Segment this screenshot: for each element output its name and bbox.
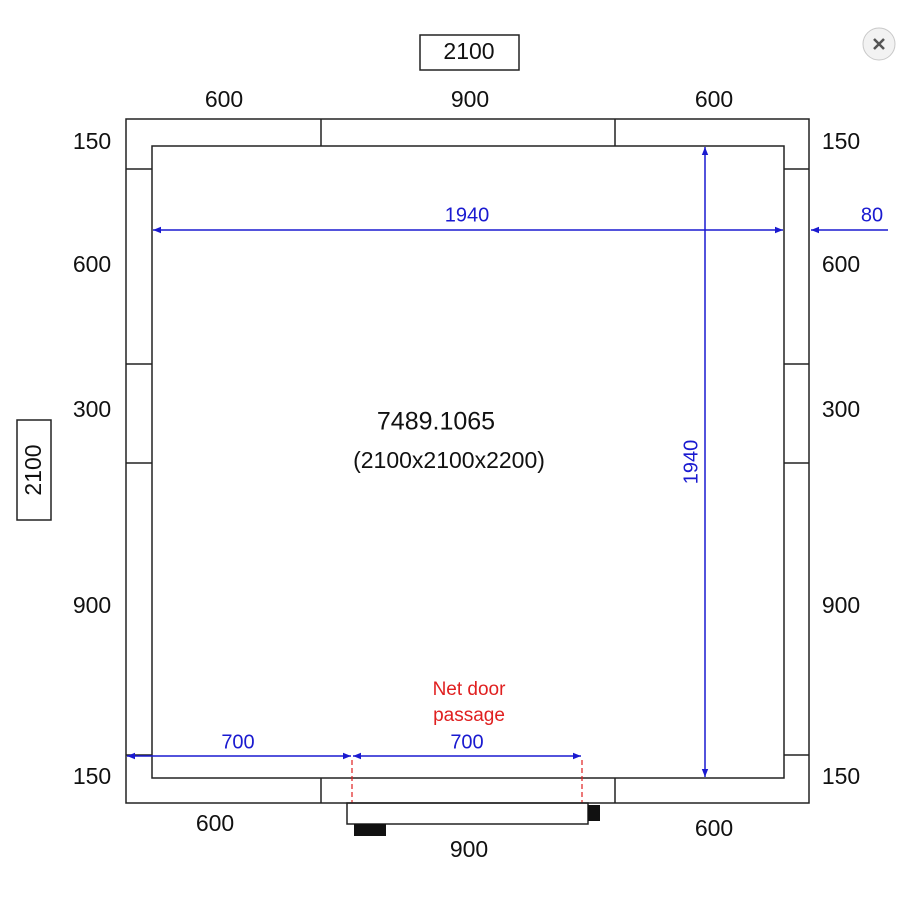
panel-label: 900 [450, 836, 488, 862]
door-note: Net door [433, 679, 507, 700]
panel-label: 900 [73, 592, 111, 618]
dim-box [16, 419, 52, 521]
room-code: 7489.1065 [377, 408, 495, 436]
inner-depth: 1940 [680, 440, 702, 485]
door-note: passage [433, 705, 505, 726]
door-offset: 700 [221, 731, 254, 753]
panel-label: 600 [73, 251, 111, 277]
panel-label: 300 [73, 396, 111, 422]
panel-label: 300 [822, 396, 860, 422]
panel-label: 150 [73, 128, 111, 154]
door-passage: 700 [450, 731, 483, 753]
close-button[interactable] [862, 27, 896, 61]
overall-depth: 2100 [20, 444, 46, 495]
panel-label: 150 [73, 763, 111, 789]
door [346, 760, 600, 836]
panel-label: 900 [822, 592, 860, 618]
panel-label: 600 [695, 815, 733, 841]
panel-label: 600 [695, 86, 733, 112]
panel-label: 600 [196, 810, 234, 836]
wall-thickness: 80 [861, 204, 883, 226]
inner-width: 1940 [445, 204, 490, 226]
panel-label: 150 [822, 128, 860, 154]
panel-label: 600 [205, 86, 243, 112]
panel-label: 150 [822, 763, 860, 789]
panel-label: 600 [822, 251, 860, 277]
walls [125, 118, 810, 804]
overall-width: 2100 [443, 38, 494, 64]
panel-label: 900 [451, 86, 489, 112]
dim-box [419, 34, 520, 71]
room-size: (2100x2100x2200) [353, 447, 545, 473]
